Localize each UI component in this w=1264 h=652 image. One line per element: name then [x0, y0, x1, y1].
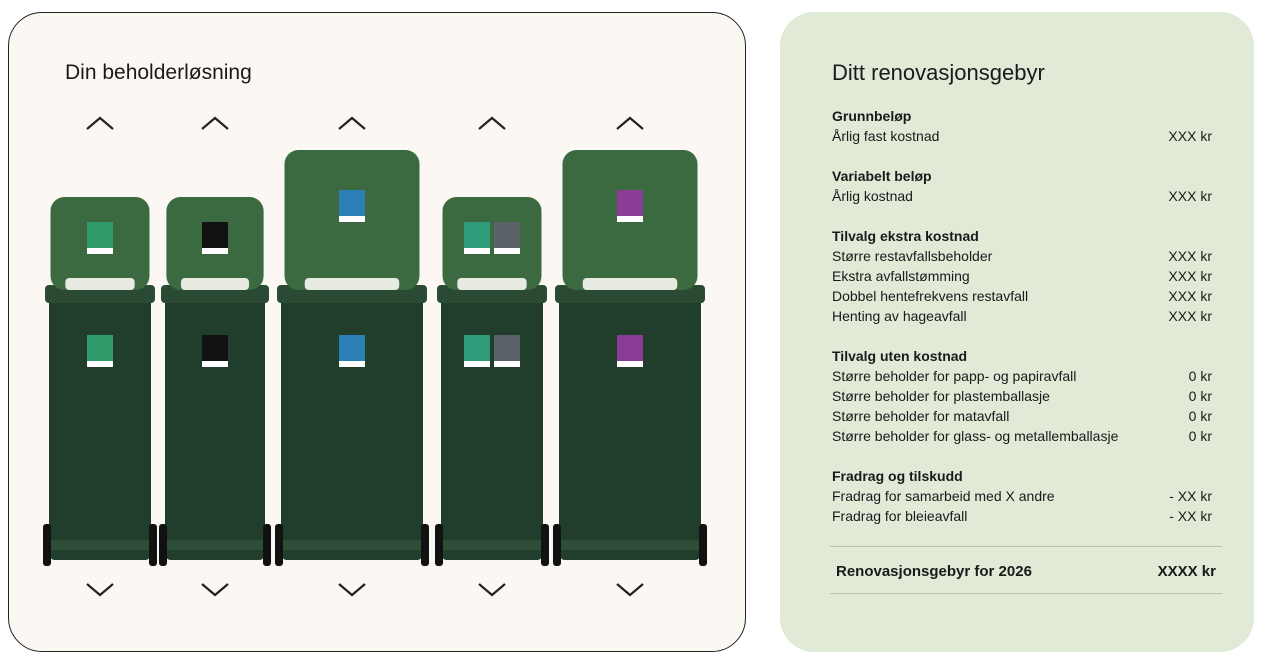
- total-amount: XXXX kr: [1158, 563, 1216, 580]
- fee-label: Fradrag for samarbeid med X andre: [832, 488, 1055, 504]
- wheel: [435, 524, 443, 566]
- bin-lid: [443, 197, 542, 290]
- waste-icon: [494, 335, 520, 361]
- wheel: [421, 524, 429, 566]
- wheel: [149, 524, 157, 566]
- icon-strip: [339, 216, 365, 222]
- wheel: [159, 524, 167, 566]
- fee-label: Fradrag for bleieavfall: [832, 508, 967, 524]
- fee-label: Årlig kostnad: [832, 188, 913, 204]
- waste-icon: [87, 222, 113, 248]
- chevron-down[interactable]: [339, 584, 365, 595]
- lid-handle: [181, 278, 249, 290]
- wheel: [553, 524, 561, 566]
- lid-handle: [457, 278, 526, 290]
- chevron-down[interactable]: [617, 584, 643, 595]
- bin-body: [559, 288, 701, 560]
- icon-strip: [87, 361, 113, 367]
- chevron-up[interactable]: [479, 118, 505, 129]
- icon-strip: [617, 361, 643, 367]
- fee-amount: 0 kr: [1189, 388, 1212, 404]
- fee-label: Større beholder for papp- og papiravfall: [832, 368, 1076, 384]
- waste-icon: [617, 190, 643, 216]
- fee-panel: Ditt renovasjonsgebyr Grunnbeløp Årlig fa…: [780, 12, 1254, 652]
- total-label: Renovasjonsgebyr for 2026: [836, 563, 1032, 580]
- chevron-down[interactable]: [479, 584, 505, 595]
- lid-handle: [65, 278, 134, 290]
- fee-label: Større beholder for plastemballasje: [832, 388, 1050, 404]
- fee-amount: - XX kr: [1169, 508, 1212, 524]
- icon-strip: [464, 361, 490, 367]
- section-heading: Fradrag og tilskudd: [832, 468, 963, 484]
- wheel: [699, 524, 707, 566]
- section-heading: Grunnbeløp: [832, 108, 911, 124]
- icon-strip: [339, 361, 365, 367]
- chevron-up[interactable]: [339, 118, 365, 129]
- fee-amount: - XX kr: [1169, 488, 1212, 504]
- divider: [830, 593, 1222, 594]
- wheel: [263, 524, 271, 566]
- wheel: [43, 524, 51, 566]
- icon-strip: [464, 248, 490, 254]
- fee-label: Større restavfallsbeholder: [832, 248, 992, 264]
- wheel: [275, 524, 283, 566]
- bin-base: [443, 540, 541, 550]
- chevron-up[interactable]: [87, 118, 113, 129]
- bin-base: [561, 540, 699, 550]
- chevron-down[interactable]: [87, 584, 113, 595]
- icon-strip: [617, 216, 643, 222]
- fee-label: Større beholder for glass- og metallemba…: [832, 428, 1118, 444]
- page: Din beholderløsning Ditt renovasjonsgeby…: [0, 0, 1264, 626]
- waste-icon: [617, 335, 643, 361]
- fee-label: Dobbel hentefrekvens restavfall: [832, 288, 1028, 304]
- fee-amount: XXX kr: [1168, 308, 1212, 324]
- bin-base: [167, 540, 263, 550]
- section-heading: Tilvalg uten kostnad: [832, 348, 967, 364]
- wheel: [541, 524, 549, 566]
- fee-amount: XXX kr: [1168, 188, 1212, 204]
- waste-icon: [464, 222, 490, 248]
- fee-amount: XXX kr: [1168, 128, 1212, 144]
- icon-strip: [202, 248, 228, 254]
- icon-strip: [202, 361, 228, 367]
- lid-handle: [305, 278, 400, 290]
- bin-body: [441, 288, 543, 560]
- fee-label: Ekstra avfallstømming: [832, 268, 970, 284]
- panel-title: Ditt renovasjonsgebyr: [832, 60, 1045, 86]
- fee-amount: 0 kr: [1189, 368, 1212, 384]
- section-heading: Variabelt beløp: [832, 168, 932, 184]
- waste-icon: [339, 190, 365, 216]
- bins: [0, 0, 748, 626]
- lid-handle: [583, 278, 678, 290]
- divider: [830, 546, 1222, 547]
- section-heading: Tilvalg ekstra kostnad: [832, 228, 979, 244]
- chevron-up[interactable]: [617, 118, 643, 129]
- fee-amount: 0 kr: [1189, 408, 1212, 424]
- chevron-down[interactable]: [202, 584, 228, 595]
- bin-base: [283, 540, 421, 550]
- bin-body: [165, 288, 265, 560]
- chevron-up[interactable]: [202, 118, 228, 129]
- fee-amount: 0 kr: [1189, 428, 1212, 444]
- icon-strip: [494, 248, 520, 254]
- waste-icon: [339, 335, 365, 361]
- bin-base: [51, 540, 149, 550]
- waste-icon: [494, 222, 520, 248]
- fee-label: Større beholder for matavfall: [832, 408, 1009, 424]
- waste-icon: [202, 222, 228, 248]
- waste-icon: [87, 335, 113, 361]
- fee-amount: XXX kr: [1168, 288, 1212, 304]
- fee-label: Årlig fast kostnad: [832, 128, 939, 144]
- fee-label: Henting av hageavfall: [832, 308, 967, 324]
- icon-strip: [87, 248, 113, 254]
- bin-body: [49, 288, 151, 560]
- fee-amount: XXX kr: [1168, 268, 1212, 284]
- fee-amount: XXX kr: [1168, 248, 1212, 264]
- icon-strip: [494, 361, 520, 367]
- waste-icon: [464, 335, 490, 361]
- waste-icon: [202, 335, 228, 361]
- bin-body: [281, 288, 423, 560]
